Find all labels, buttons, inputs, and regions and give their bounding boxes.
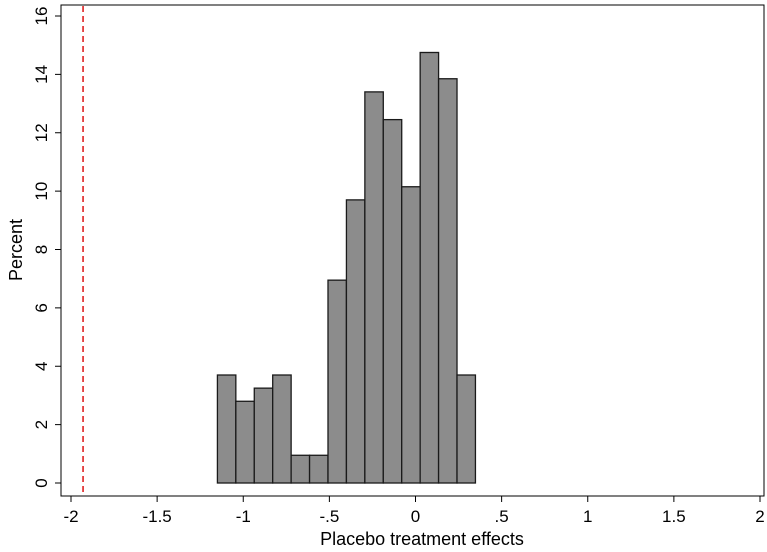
histogram-bar [308,454,329,484]
histogram-bar [327,279,348,484]
y-tick-label: 0 [32,478,51,487]
histogram-bar [382,118,403,484]
y-tick-label: 4 [32,362,51,371]
histogram-bar [437,78,458,484]
x-tick-label: -1.5 [142,507,171,526]
x-tick-label: 0 [411,507,420,526]
histogram-bar [253,387,274,484]
y-axis: 0 2 4 6 8 10 12 14 16 [32,7,61,488]
y-tick-label: 12 [32,123,51,142]
histogram-bar [364,91,384,484]
y-tick-label: 10 [32,182,51,201]
x-tick-label: 1.5 [662,507,686,526]
histogram-bar [419,51,440,484]
bars-group [216,51,477,484]
x-axis: -2 -1.5 -1 -.5 0 .5 1 1.5 2 [63,496,765,526]
y-tick-label: 16 [32,7,51,26]
histogram-bar [216,374,237,484]
y-tick-label: 2 [32,420,51,429]
histogram-bar [235,400,255,484]
y-tick-label: 14 [32,65,51,84]
histogram-bar [401,186,421,484]
x-tick-label: .5 [495,507,509,526]
x-tick-label: -2 [63,507,78,526]
x-axis-title: Placebo treatment effects [320,529,524,549]
x-tick-label: -1 [236,507,251,526]
y-axis-title: Percent [6,219,26,281]
x-tick-label: 2 [755,507,764,526]
y-tick-label: 8 [32,245,51,254]
histogram-bar [272,374,292,484]
histogram-bar [456,374,477,484]
x-tick-label: 1 [583,507,592,526]
y-tick-label: 6 [32,303,51,312]
x-tick-label: -.5 [319,507,339,526]
histogram-bar [290,454,311,484]
histogram-bar [345,199,366,484]
